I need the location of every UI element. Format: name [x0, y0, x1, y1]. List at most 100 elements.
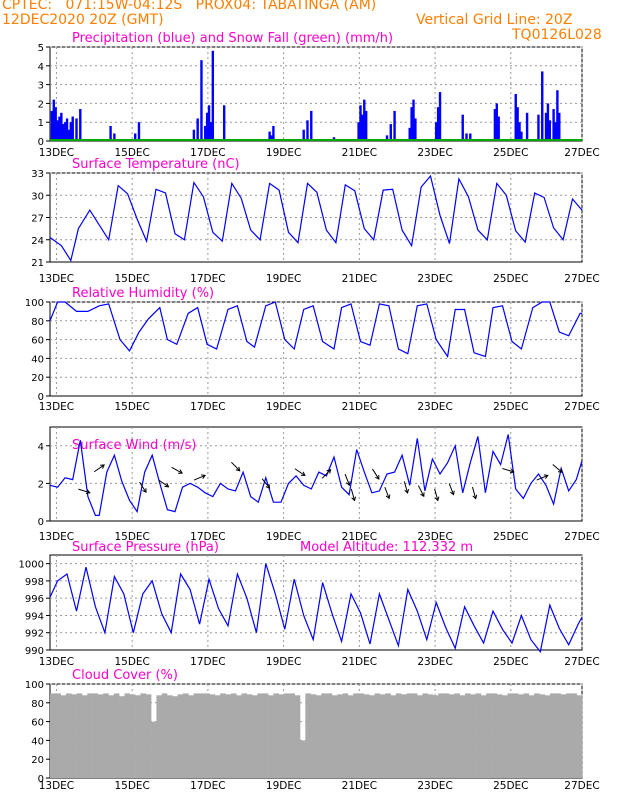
cloud-bar: [480, 695, 487, 778]
wind-arrow-head: [434, 496, 440, 502]
cloud-bar: [252, 695, 258, 778]
precip-bar: [435, 122, 438, 141]
cloud-bar: [97, 694, 104, 778]
cloud-bar: [294, 695, 301, 778]
precip-bar: [109, 125, 112, 141]
precip-bar: [537, 114, 540, 141]
x-date-label: 21DEC: [342, 273, 377, 285]
y-tick-label: 20: [31, 373, 44, 384]
precip-bar: [552, 109, 555, 141]
cloud-bar: [188, 695, 194, 778]
header-model-id: TQ0126L028: [512, 27, 602, 43]
x-date-label: 19DEC: [266, 780, 301, 792]
cloud-bar: [321, 693, 327, 778]
y-tick-label: 60: [31, 336, 44, 347]
cloud-bar: [523, 693, 530, 778]
y-tick-label: 21: [31, 258, 44, 269]
precip-bar: [196, 118, 199, 141]
precip-bar: [222, 105, 226, 141]
precip-bar: [192, 129, 196, 141]
precip-bar: [363, 99, 366, 141]
precip-bar: [546, 103, 550, 141]
x-date-label: 23DEC: [417, 147, 452, 159]
cloud-bar: [76, 693, 83, 778]
wind-arrow-head: [543, 474, 549, 479]
precip-bar: [495, 103, 499, 141]
x-date-label: 27DEC: [564, 656, 599, 668]
wind-arrow: [193, 474, 206, 481]
cloud-bar: [539, 694, 546, 778]
cloud-bar: [246, 694, 253, 778]
y-tick-label: 27: [31, 214, 44, 225]
cloud-bar: [50, 693, 56, 778]
wind-arrow-head: [235, 466, 241, 472]
y-tick-label: 5: [38, 43, 44, 54]
y-tick-label: 20: [31, 755, 44, 766]
cloud-bar: [427, 694, 434, 778]
wind-arrow-head: [300, 471, 306, 477]
x-date-label: 19DEC: [266, 273, 301, 285]
wind-arrow: [552, 464, 563, 473]
x-date-label: 25DEC: [493, 780, 528, 792]
cloud-bar: [177, 694, 184, 778]
wind-arrow: [536, 474, 548, 481]
y-tick-label: 80: [31, 699, 44, 710]
wind-arrow-head: [100, 464, 105, 469]
cloud-bar: [241, 693, 248, 778]
y-tick-label: 100: [25, 298, 44, 309]
wind-arrow: [384, 487, 390, 499]
series-line: [49, 174, 583, 263]
cloud-bar: [507, 693, 514, 778]
x-date-label: 13DEC: [39, 656, 74, 668]
series-line: [49, 301, 582, 359]
cloud-bar: [363, 694, 370, 778]
cloud-bar: [422, 693, 429, 778]
x-date-label: 17DEC: [190, 273, 225, 285]
cloud-bar: [411, 693, 418, 778]
panel-title: Relative Humidity (%): [72, 286, 214, 301]
wind-arrow: [171, 466, 183, 474]
precip-bar: [306, 120, 309, 141]
precip-bar: [389, 124, 392, 141]
cloud-bar: [512, 693, 519, 778]
cloud-bar: [289, 693, 296, 778]
x-date-label: 27DEC: [564, 273, 599, 285]
x-date-label: 23DEC: [417, 531, 452, 543]
cloud-bar: [55, 693, 61, 778]
precip-bar: [408, 127, 411, 141]
precip-bar: [359, 105, 362, 141]
wind-arrow-head: [142, 488, 147, 494]
cloud-bar: [337, 694, 343, 778]
precip-bar: [393, 110, 396, 141]
x-date-label: 17DEC: [190, 531, 225, 543]
cloud-bar: [464, 693, 471, 778]
x-date-label: 25DEC: [493, 273, 528, 285]
cloud-bar: [443, 693, 450, 778]
precip-bar: [79, 109, 82, 141]
precip-bar: [438, 92, 442, 141]
precip-bar: [65, 118, 69, 141]
cloud-bar: [262, 693, 269, 778]
x-date-label: 27DEC: [564, 401, 599, 413]
cloud-bar: [198, 693, 205, 778]
precip-bar: [558, 112, 561, 141]
cloud-bar: [305, 693, 311, 778]
y-tick-label: 0: [38, 517, 44, 528]
cloud-bar: [486, 693, 492, 778]
y-tick-label: 994: [25, 611, 44, 622]
wind-arrow-head: [450, 490, 455, 496]
precip-bar: [544, 112, 548, 141]
cloud-bar: [284, 693, 290, 778]
cloud-bar: [257, 693, 264, 778]
wind-arrow-head: [509, 468, 515, 474]
panel-frame: [49, 46, 583, 142]
panel-title: Surface Temperature (nC): [72, 157, 240, 172]
cloud-bar: [475, 693, 482, 778]
wind-arrow: [434, 488, 439, 501]
cloud-bar: [502, 695, 508, 778]
x-date-label: 15DEC: [114, 273, 149, 285]
wind-arrow: [139, 481, 147, 493]
cloud-bar: [438, 693, 444, 778]
precip-bar: [493, 109, 497, 141]
